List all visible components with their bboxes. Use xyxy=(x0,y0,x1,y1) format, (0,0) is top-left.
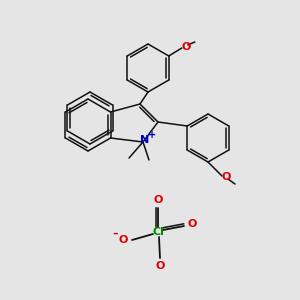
Text: O: O xyxy=(187,219,197,229)
Text: –: – xyxy=(112,229,118,239)
Text: N: N xyxy=(140,135,150,145)
Text: Cl: Cl xyxy=(152,227,164,237)
Text: O: O xyxy=(118,235,128,245)
Text: O: O xyxy=(221,172,231,182)
Text: +: + xyxy=(148,130,156,140)
Text: O: O xyxy=(155,261,165,271)
Text: O: O xyxy=(153,195,163,205)
Text: O: O xyxy=(181,42,190,52)
